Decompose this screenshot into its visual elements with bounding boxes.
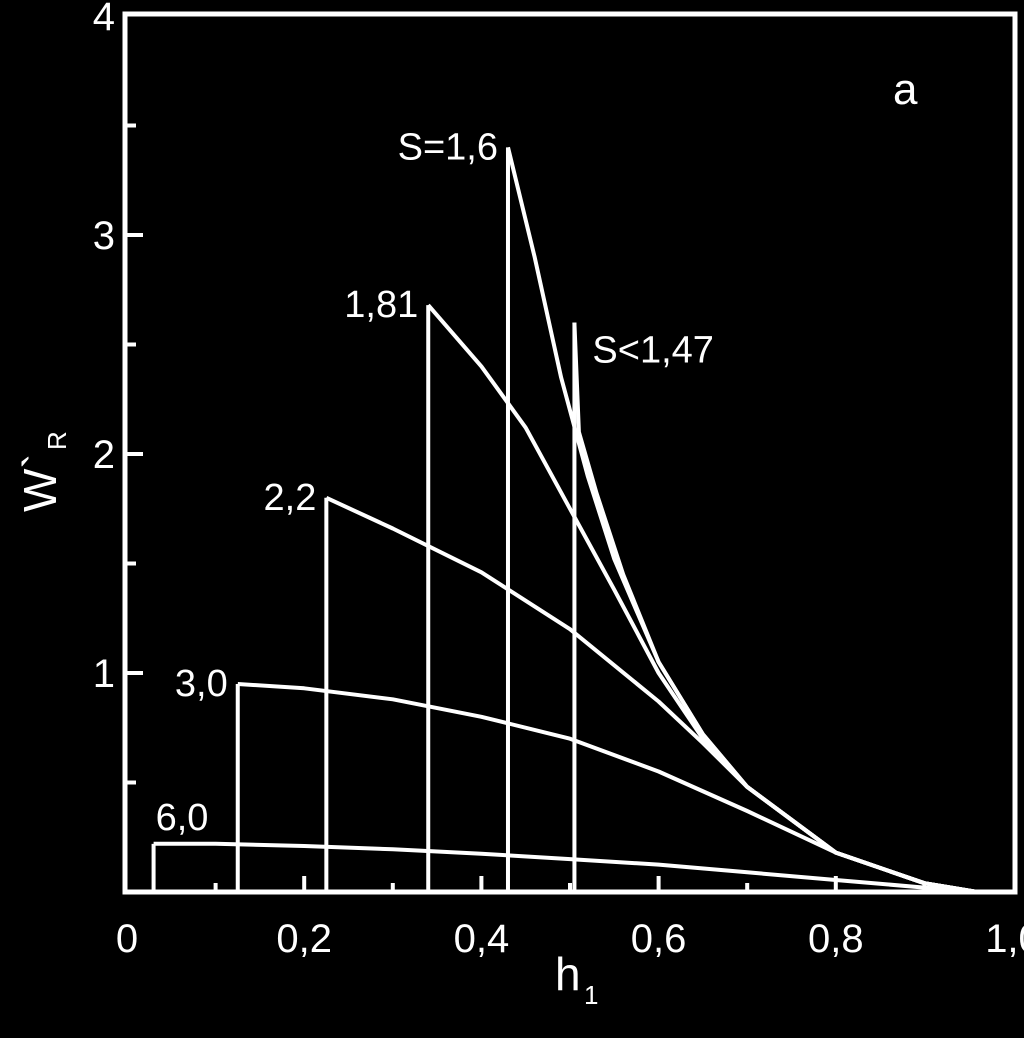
x-tick-label-0: 0 [116,917,138,961]
plot-frame [122,11,1018,895]
curve-label-2: S<1,47 [592,330,714,372]
curve-label-3: 2,2 [264,477,317,519]
x-axis-title: h 1 [555,948,598,1010]
curve-labels: S=1,6 1,81 S<1,47 2,2 3,0 6,0 [156,126,714,838]
x-tick-label-4: 0,8 [808,917,864,961]
y-axis-title: W` R [14,431,72,512]
x-tick-label-1: 0,2 [276,917,332,961]
y-axis-title-sub: R [42,431,72,450]
x-tick-label-3: 0,6 [631,917,687,961]
y-tick-label-1: 2 [93,433,115,477]
x-axis-title-sub: 1 [584,980,598,1010]
curve-label-5: 6,0 [156,797,209,839]
series-line-3 [426,303,978,894]
axis-tick-labels: 0 0,2 0,4 0,6 0,8 1,0 1 2 3 4 [93,0,1024,961]
y-tick-label-0: 1 [93,652,115,696]
panel-label: a [893,65,918,114]
curve-label-0: S=1,6 [398,126,498,168]
x-tick-label-2: 0,4 [454,917,510,961]
y-axis-title-main: W` [14,453,66,512]
axis-ticks [127,123,927,892]
curve-label-4: 3,0 [175,663,228,705]
series-group [151,146,978,894]
x-tick-label-5: 1,0 [985,917,1024,961]
series-line-5 [572,322,978,894]
series-line-2 [325,495,978,894]
curve-label-1: 1,81 [344,284,418,326]
svg-text:h: h [555,948,581,1000]
y-tick-label-2: 3 [93,214,115,258]
y-tick-label-3: 4 [93,0,115,39]
x-axis-title-main: h [555,948,581,1000]
series-line-0 [153,841,978,894]
